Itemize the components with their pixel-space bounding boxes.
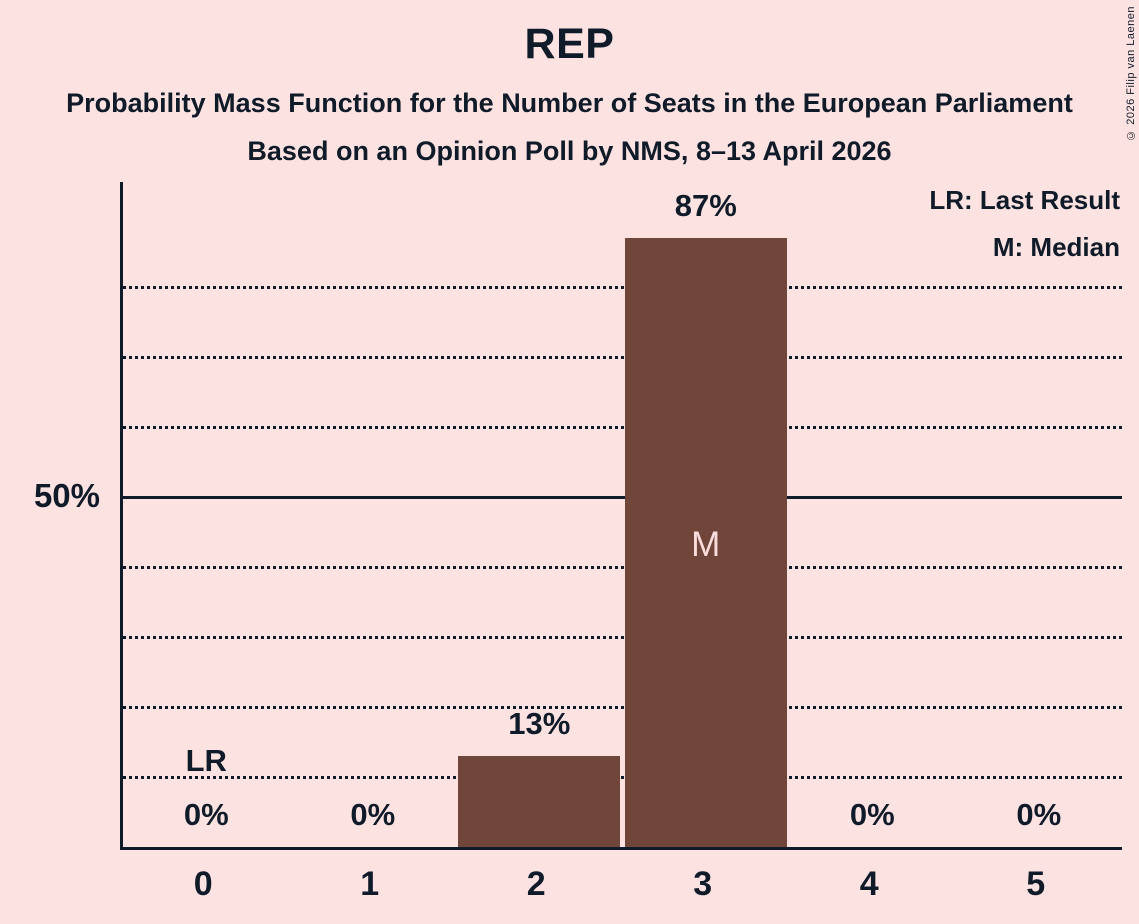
bar-value-label-5: 0% bbox=[1016, 797, 1062, 832]
x-axis-label-3: 3 bbox=[693, 865, 713, 903]
x-axis-label-4: 4 bbox=[859, 865, 879, 903]
gridline-10pct bbox=[123, 775, 1122, 779]
bar-seats-2 bbox=[458, 756, 621, 847]
chart-title: REP bbox=[524, 20, 615, 68]
gridline-70pct bbox=[123, 355, 1122, 359]
median-marker: M bbox=[691, 524, 721, 564]
gridline-60pct bbox=[123, 425, 1122, 429]
y-axis-tick-label: 50% bbox=[33, 477, 100, 514]
x-axis-label-0: 0 bbox=[193, 865, 213, 903]
copyright-notice: © 2026 Filip van Laenen bbox=[1125, 6, 1137, 141]
chart-poll-subtitle: Based on an Opinion Poll by NMS, 8–13 Ap… bbox=[247, 136, 892, 166]
legend-last-result: LR: Last Result bbox=[929, 185, 1120, 215]
bar-seats-3 bbox=[624, 238, 787, 847]
gridline-40pct bbox=[123, 565, 1122, 569]
gridline-20pct bbox=[123, 705, 1122, 709]
bar-value-label-1: 0% bbox=[350, 797, 396, 832]
bar-value-label-0: 0% bbox=[183, 797, 229, 832]
last-result-marker: LR bbox=[185, 743, 227, 778]
plot-area: 0% LR 0% 13% 87% M 0% 0% bbox=[120, 182, 1122, 850]
gridline-80pct bbox=[123, 285, 1122, 289]
gridline-50pct-solid bbox=[123, 495, 1122, 499]
bar-value-label-3: 87% bbox=[674, 188, 737, 223]
bar-value-label-2: 13% bbox=[508, 706, 571, 741]
chart-subtitle: Probability Mass Function for the Number… bbox=[66, 88, 1073, 118]
x-axis-label-2: 2 bbox=[526, 865, 546, 903]
bar-value-label-4: 0% bbox=[849, 797, 895, 832]
gridline-30pct bbox=[123, 635, 1122, 639]
x-axis-label-5: 5 bbox=[1026, 865, 1046, 903]
legend-median: M: Median bbox=[992, 232, 1120, 262]
x-axis-label-1: 1 bbox=[360, 865, 380, 903]
